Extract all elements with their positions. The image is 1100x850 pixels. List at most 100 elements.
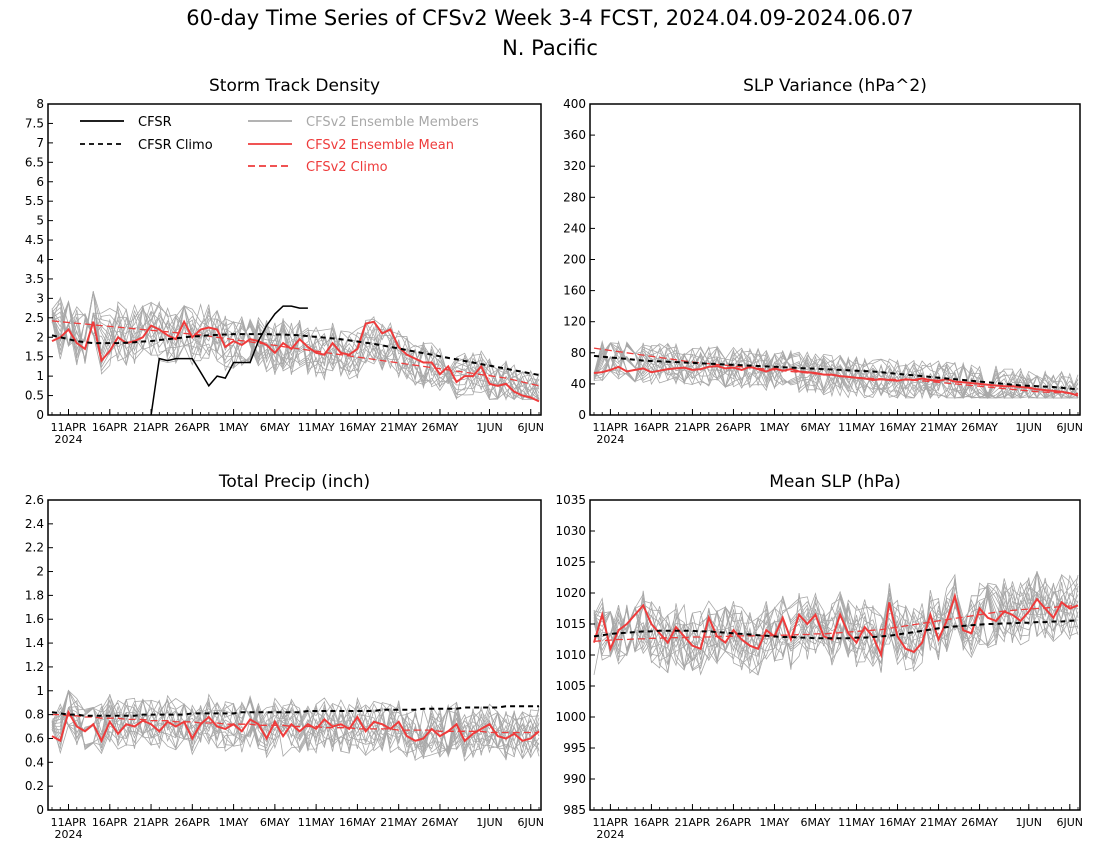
x-tick-label: 1MAY bbox=[219, 421, 249, 434]
x-tick-label: 16MAY bbox=[879, 421, 916, 434]
x-tick-label: 6MAY bbox=[260, 816, 290, 829]
x-tick-label: 21MAY bbox=[920, 421, 957, 434]
y-tick-label: 5.5 bbox=[25, 194, 44, 208]
series-cfsv2-climo bbox=[593, 604, 1079, 643]
y-tick-label: 4.5 bbox=[25, 233, 44, 247]
ensemble-member-line bbox=[51, 301, 540, 400]
y-tick-label: 0.6 bbox=[25, 731, 44, 745]
y-tick-label: 1030 bbox=[555, 524, 586, 538]
ensemble-member-line bbox=[51, 291, 540, 401]
x-tick-label: 16APR bbox=[92, 816, 128, 829]
x-tick-label: 16MAY bbox=[339, 816, 376, 829]
y-tick-label: 990 bbox=[563, 772, 586, 786]
ensemble-member-line bbox=[51, 698, 540, 759]
y-tick-label: 995 bbox=[563, 741, 586, 755]
y-tick-label: 4 bbox=[36, 253, 44, 267]
x-tick-label: 21MAY bbox=[380, 816, 417, 829]
ensemble-member-line bbox=[51, 305, 540, 401]
legend-label: CFSv2 Climo bbox=[306, 160, 388, 175]
x-tick-label: 16APR bbox=[92, 421, 128, 434]
x-year-label: 2024 bbox=[596, 828, 624, 841]
y-tick-label: 1015 bbox=[555, 617, 586, 631]
y-tick-label: 1.6 bbox=[25, 612, 44, 626]
x-tick-label: 11APR bbox=[51, 816, 87, 829]
ensemble-member-line bbox=[51, 303, 539, 401]
series-cfsv2-ensemble-mean bbox=[593, 364, 1079, 397]
ensemble-member-line bbox=[51, 300, 540, 400]
x-tick-label: 11MAY bbox=[298, 816, 335, 829]
y-tick-label: 1035 bbox=[555, 493, 586, 507]
x-tick-label: 6MAY bbox=[260, 421, 290, 434]
x-tick-label: 1MAY bbox=[760, 816, 790, 829]
y-tick-label: 1005 bbox=[555, 679, 586, 693]
y-tick-label: 1020 bbox=[555, 586, 586, 600]
ensemble-member-line bbox=[593, 584, 1079, 671]
y-tick-label: 1.5 bbox=[25, 350, 44, 364]
legend-label: CFSv2 Ensemble Mean bbox=[306, 138, 454, 153]
y-tick-label: 0 bbox=[36, 408, 44, 422]
y-tick-label: 400 bbox=[563, 97, 586, 111]
y-tick-label: 120 bbox=[563, 315, 586, 329]
x-year-label: 2024 bbox=[55, 828, 83, 841]
ensemble-member-line bbox=[593, 340, 1079, 399]
ensemble-member-line bbox=[593, 581, 1079, 672]
y-tick-label: 0.8 bbox=[25, 708, 44, 722]
x-year-label: 2024 bbox=[55, 433, 83, 446]
panel-title: Mean SLP (hPa) bbox=[769, 472, 901, 492]
figure-title: 60-day Time Series of CFSv2 Week 3-4 FCS… bbox=[186, 6, 914, 30]
y-tick-label: 40 bbox=[571, 377, 586, 391]
series-cfsr bbox=[150, 305, 308, 416]
y-tick-label: 7.5 bbox=[25, 116, 44, 130]
x-tick-label: 11APR bbox=[593, 421, 629, 434]
ensemble-member-line bbox=[593, 340, 1079, 399]
x-tick-label: 11MAY bbox=[838, 816, 875, 829]
y-tick-label: 2.4 bbox=[25, 517, 44, 531]
ensemble-member-line bbox=[51, 291, 540, 401]
x-tick-label: 1JUN bbox=[1016, 816, 1043, 829]
ensemble-member-line bbox=[593, 571, 1079, 671]
panel-total-precip: Total Precip (inch) 0 0.2 0.4 0.6 0.8 1 1.2 1.4 1… bbox=[25, 472, 544, 841]
panel-mean-slp: Mean SLP (hPa) 985 990 995 1000 1005 1010 1015 1… bbox=[555, 472, 1083, 841]
y-tick-label: 1 bbox=[36, 684, 44, 698]
y-tick-label: 0.4 bbox=[25, 755, 44, 769]
x-tick-label: 16APR bbox=[634, 816, 670, 829]
x-tick-label: 26MAY bbox=[961, 816, 998, 829]
x-tick-label: 21MAY bbox=[380, 421, 417, 434]
ensemble-members bbox=[593, 340, 1079, 400]
y-tick-label: 2 bbox=[36, 565, 44, 579]
x-tick-label: 16APR bbox=[634, 421, 670, 434]
y-tick-label: 200 bbox=[563, 253, 586, 267]
series-cfsr-climo bbox=[51, 333, 540, 376]
y-tick-label: 7 bbox=[36, 136, 44, 150]
y-tick-label: 985 bbox=[563, 803, 586, 817]
x-tick-label: 26APR bbox=[174, 816, 210, 829]
y-tick-label: 280 bbox=[563, 190, 586, 204]
y-tick-label: 3.5 bbox=[25, 272, 44, 286]
legend-label: CFSv2 Ensemble Members bbox=[306, 115, 479, 130]
x-tick-label: 11MAY bbox=[838, 421, 875, 434]
ensemble-member-line bbox=[51, 696, 540, 761]
x-tick-label: 21APR bbox=[133, 421, 169, 434]
x-tick-label: 16MAY bbox=[339, 421, 376, 434]
x-tick-label: 1MAY bbox=[760, 421, 790, 434]
x-tick-label: 1MAY bbox=[219, 816, 249, 829]
y-tick-label: 3 bbox=[36, 291, 44, 305]
ensemble-member-line bbox=[51, 701, 540, 756]
ensemble-member-line bbox=[51, 292, 540, 400]
plot-frame bbox=[47, 499, 542, 811]
series-cfsr-climo bbox=[51, 705, 539, 717]
x-tick-label: 1JUN bbox=[476, 421, 503, 434]
x-tick-label: 26MAY bbox=[422, 421, 459, 434]
legend: CFSR CFSR Climo CFSv2 Ensemble Members CFSv… bbox=[80, 115, 479, 175]
x-tick-label: 11MAY bbox=[298, 421, 335, 434]
x-tick-label: 21APR bbox=[133, 816, 169, 829]
ensemble-member-line bbox=[593, 343, 1079, 400]
y-tick-label: 1.2 bbox=[25, 660, 44, 674]
y-tick-label: 0 bbox=[578, 408, 586, 422]
figure-subtitle: N. Pacific bbox=[502, 36, 598, 60]
x-tick-label: 6MAY bbox=[801, 816, 831, 829]
y-tick-label: 2.5 bbox=[25, 311, 44, 325]
x-tick-label: 1JUN bbox=[1016, 421, 1043, 434]
ensemble-member-line bbox=[51, 696, 540, 762]
